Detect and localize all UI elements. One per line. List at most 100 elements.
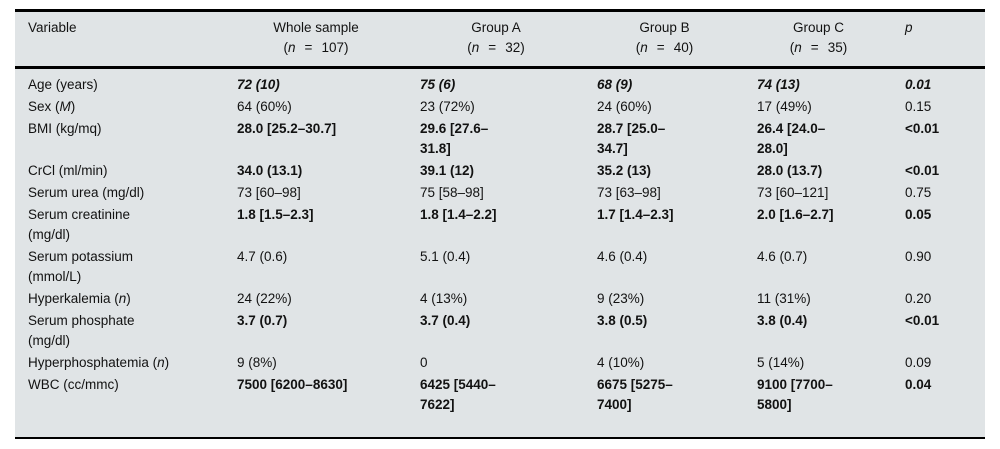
variable-label-suffix: )	[164, 355, 170, 370]
table-row: Serum urea (mg/dl) 73 [60–98] 75 [58–98] 73…	[15, 182, 985, 204]
variable-cell: Hyperkalemia (n)	[15, 288, 237, 310]
value-cell: 23 (72%)	[420, 99, 475, 114]
value-cell: 4 (10%)	[597, 355, 645, 370]
n-symbol: n	[794, 40, 802, 55]
group-title: Group A	[471, 20, 521, 35]
value-cell: 28.0 [25.2–30.7]	[237, 121, 337, 136]
n-symbol: n	[640, 40, 648, 55]
value-cell: 3.8 (0.4)	[757, 313, 808, 328]
variable-cell: Serum potassium (mmol/L)	[15, 246, 237, 288]
table-row: Sex (M) 64 (60%) 23 (72%) 24 (60%) 17 (49%) 0…	[15, 96, 985, 118]
n-symbol: n	[288, 40, 296, 55]
value-cell: 74 (13)	[757, 77, 800, 92]
value-cell: 2.0 [1.6–2.7]	[757, 207, 834, 222]
value-cell: 5.1 (0.4)	[420, 249, 471, 264]
group-n-line: (n = 40)	[597, 38, 732, 58]
n-equals: =	[488, 40, 497, 55]
variable-label-italic: n	[157, 355, 165, 370]
table-row: Serum creatinine (mg/dl) 1.8 [1.5–2.3] 1.8…	[15, 204, 985, 246]
value-cell: 17 (49%)	[757, 99, 812, 114]
p-header-label: p	[905, 20, 913, 35]
variable-cell: CrCl (ml/min)	[15, 160, 237, 182]
table-row: WBC (cc/mmc) 7500 [6200–8630] 6425 [5440– …	[15, 374, 985, 438]
variable-label: Serum urea (mg/dl)	[28, 185, 145, 200]
n-open: (	[789, 40, 795, 55]
variable-cell: Serum urea (mg/dl)	[15, 182, 237, 204]
n-count: 35)	[827, 40, 848, 55]
table-row: CrCl (ml/min) 34.0 (13.1) 39.1 (12) 35.2 (1…	[15, 160, 985, 182]
value-cell: 9100 [7700– 5800]	[757, 377, 833, 412]
value-cell: 73 [60–98]	[237, 185, 301, 200]
variable-label-italic: M	[59, 99, 71, 114]
variable-label: BMI (kg/mq)	[28, 121, 102, 136]
value-cell: 24 (60%)	[597, 99, 652, 114]
n-equals: =	[810, 40, 819, 55]
value-cell: 75 [58–98]	[420, 185, 484, 200]
value-cell: 35.2 (13)	[597, 163, 652, 178]
value-cell: 73 [63–98]	[597, 185, 661, 200]
value-cell: 28.7 [25.0– 34.7]	[597, 121, 666, 156]
value-cell: 1.8 [1.5–2.3]	[237, 207, 314, 222]
variable-cell: BMI (kg/mq)	[15, 118, 237, 160]
variable-cell: Age (years)	[15, 68, 237, 97]
value-cell: 4.7 (0.6)	[237, 249, 288, 264]
value-cell: 7500 [6200–8630]	[237, 377, 348, 392]
variable-label: Sex (	[28, 99, 60, 114]
column-header-group: Group C (n = 35)	[757, 10, 905, 69]
variable-cell: WBC (cc/mmc)	[15, 374, 237, 438]
p-value-cell: <0.01	[905, 313, 940, 328]
n-symbol: n	[471, 40, 480, 55]
value-cell: 34.0 (13.1)	[237, 163, 303, 178]
p-value-cell: 0.05	[905, 207, 932, 222]
table-row: Serum phosphate (mg/dl) 3.7 (0.7) 3.7 (0.4…	[15, 310, 985, 352]
variable-label: CrCl (ml/min)	[28, 163, 108, 178]
header-row: Variable Whole sample (n = 107) Group A (n = 32…	[15, 10, 985, 69]
value-cell: 6675 [5275– 7400]	[597, 377, 673, 412]
variable-label: Serum phosphate (mg/dl)	[28, 313, 135, 348]
table-row: Hyperkalemia (n) 24 (22%) 4 (13%) 9 (23%) 11…	[15, 288, 985, 310]
value-cell: 1.8 [1.4–2.2]	[420, 207, 497, 222]
p-value-cell: 0.09	[905, 355, 932, 370]
group-n-line: (n = 32)	[420, 38, 572, 58]
value-cell: 75 (6)	[420, 77, 456, 92]
value-cell: 5 (14%)	[757, 355, 805, 370]
value-cell: 0	[420, 355, 428, 370]
p-value-cell: 0.01	[905, 77, 932, 92]
p-value-cell: <0.01	[905, 121, 940, 136]
value-cell: 24 (22%)	[237, 291, 292, 306]
column-header-p: p	[905, 10, 985, 69]
variable-cell: Hyperphosphatemia (n)	[15, 352, 237, 374]
variable-label: Hyperphosphatemia (	[28, 355, 158, 370]
column-header-group: Whole sample (n = 107)	[237, 10, 420, 69]
value-cell: 3.7 (0.4)	[420, 313, 471, 328]
variable-label: Hyperkalemia (	[28, 291, 119, 306]
value-cell: 29.6 [27.6– 31.8]	[420, 121, 489, 156]
column-header-variable: Variable	[15, 10, 237, 69]
table-row: Age (years) 72 (10) 75 (6) 68 (9) 74 (13) 0.0…	[15, 68, 985, 97]
variable-cell: Sex (M)	[15, 96, 237, 118]
n-count: 107)	[321, 40, 349, 55]
table-row: Hyperphosphatemia (n) 9 (8%) 0 4 (10%) 5 (14…	[15, 352, 985, 374]
value-cell: 4.6 (0.4)	[597, 249, 648, 264]
value-cell: 3.7 (0.7)	[237, 313, 288, 328]
n-open: (	[635, 40, 641, 55]
value-cell: 9 (23%)	[597, 291, 645, 306]
value-cell: 11 (31%)	[757, 291, 811, 306]
variable-label: Serum potassium (mmol/L)	[28, 249, 134, 284]
value-cell: 1.7 [1.4–2.3]	[597, 207, 674, 222]
group-title: Group C	[792, 20, 845, 35]
value-cell: 4.6 (0.7)	[757, 249, 808, 264]
value-cell: 68 (9)	[597, 77, 633, 92]
n-equals: =	[656, 40, 665, 55]
p-value-cell: 0.90	[905, 249, 932, 264]
value-cell: 26.4 [24.0– 28.0]	[757, 121, 826, 156]
value-cell: 6425 [5440– 7622]	[420, 377, 496, 412]
group-n-line: (n = 35)	[757, 38, 880, 58]
p-value-cell: 0.75	[905, 185, 932, 200]
column-header-group: Group A (n = 32)	[420, 10, 597, 69]
variable-cell: Serum phosphate (mg/dl)	[15, 310, 237, 352]
variable-label: Serum creatinine (mg/dl)	[28, 207, 131, 242]
n-open: (	[467, 40, 472, 55]
variable-label: WBC (cc/mmc)	[28, 377, 119, 392]
